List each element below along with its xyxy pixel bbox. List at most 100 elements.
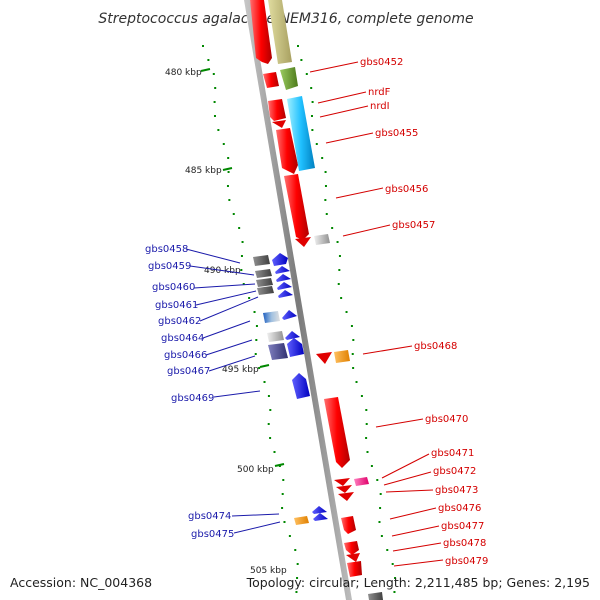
gene-gbs0478[interactable]: [346, 553, 360, 562]
label-gbs0462[interactable]: gbs0462: [158, 316, 201, 327]
label-gbs0455[interactable]: gbs0455: [375, 128, 418, 139]
gene-gbs0476[interactable]: [341, 516, 356, 534]
gc-dot: [288, 535, 291, 537]
gene-gbs0460[interactable]: [256, 278, 273, 287]
label-nrdI[interactable]: nrdI: [370, 101, 390, 112]
gene-gbs0475[interactable]: [294, 516, 309, 525]
gc-dot: [376, 479, 379, 481]
gene-gbs0473[interactable]: [338, 492, 354, 501]
label-gbs0460[interactable]: gbs0460: [152, 282, 195, 293]
label-gbs0459[interactable]: gbs0459: [148, 261, 191, 272]
gene-gbs0472[interactable]: [336, 485, 352, 493]
label-gbs0478[interactable]: gbs0478: [443, 538, 486, 549]
gene-gbs0457-arrow[interactable]: [295, 237, 311, 247]
gc-dot: [281, 507, 284, 509]
gene-gbs0464[interactable]: [263, 311, 280, 323]
gc-dot: [240, 269, 243, 271]
label-gbs0468[interactable]: gbs0468: [414, 341, 457, 352]
label-gbs0469[interactable]: gbs0469: [171, 393, 214, 404]
label-gbs0473[interactable]: gbs0473: [435, 485, 478, 496]
gene-olive[interactable]: [268, 0, 292, 64]
gene-gbs0466-arrow[interactable]: [285, 331, 300, 340]
gc-dot: [283, 521, 286, 523]
gene-gbs0452[interactable]: [280, 67, 298, 90]
gene-gbs0456[interactable]: [284, 174, 309, 240]
label-gbs0464[interactable]: gbs0464: [161, 333, 204, 344]
label-gbs0456[interactable]: gbs0456: [385, 184, 428, 195]
label-gbs0466[interactable]: gbs0466: [164, 350, 207, 361]
gc-dot: [240, 255, 243, 257]
gc-dot: [311, 129, 314, 131]
gene-gbs0459[interactable]: [255, 269, 272, 278]
tick-505: 505 kbp: [250, 566, 287, 576]
gc-dot: [217, 129, 220, 131]
label-gbs0474[interactable]: gbs0474: [188, 511, 231, 522]
gene-cyan[interactable]: [287, 96, 315, 171]
gc-dot: [370, 465, 373, 467]
gene-bottom-dark[interactable]: [368, 592, 383, 600]
gene-gbs0455-red[interactable]: [276, 128, 298, 174]
gene-gbs0464-arrow[interactable]: [282, 310, 297, 320]
gene-gbs0466[interactable]: [267, 331, 284, 342]
gene-gbs0471[interactable]: [334, 478, 350, 486]
gc-dot: [365, 437, 368, 439]
gene-pink[interactable]: [354, 477, 369, 486]
label-gbs0457[interactable]: gbs0457: [392, 220, 435, 231]
label-gbs0470[interactable]: gbs0470: [425, 414, 468, 425]
gc-dot: [300, 59, 303, 61]
gene-gbs0474b[interactable]: [313, 513, 328, 521]
gene-top-red[interactable]: [250, 0, 272, 64]
gc-dot: [227, 171, 230, 173]
gene-gbs0474[interactable]: [312, 506, 327, 514]
genome-backbone: [244, 0, 352, 600]
right-labels: gbs0452 nrdF nrdI gbs0455 gbs0456 gbs045…: [309, 57, 488, 567]
gc-dot: [253, 311, 256, 313]
gene-blue-arrow-1[interactable]: [272, 253, 288, 266]
label-gbs0461[interactable]: gbs0461: [155, 300, 198, 311]
gc-dot: [393, 591, 396, 593]
gene-red-0452[interactable]: [263, 72, 279, 88]
summary-text: Topology: circular; Length: 2,211,485 bp…: [246, 575, 590, 590]
label-gbs0472[interactable]: gbs0472: [433, 466, 476, 477]
gc-dot: [365, 423, 368, 425]
label-gbs0479[interactable]: gbs0479: [445, 556, 488, 567]
gc-dot: [379, 507, 382, 509]
gc-dot: [380, 535, 383, 537]
gc-dot: [278, 465, 281, 467]
gene-gbs0458[interactable]: [253, 255, 270, 266]
gene-gbs0467[interactable]: [268, 343, 288, 360]
gene-gbs0467-arrow[interactable]: [287, 338, 304, 357]
label-gbs0467[interactable]: gbs0467: [167, 366, 210, 377]
gc-dot: [248, 297, 251, 299]
gene-gbs0477[interactable]: [344, 541, 359, 555]
label-nrdF[interactable]: nrdF: [368, 87, 391, 98]
gc-dot: [321, 157, 324, 159]
gene-nrdi-arrow[interactable]: [272, 120, 286, 128]
gene-blue-arrow-3[interactable]: [276, 274, 291, 282]
gene-blue-arrow-5[interactable]: [278, 290, 293, 298]
gc-dot: [324, 199, 327, 201]
label-gbs0477[interactable]: gbs0477: [441, 521, 484, 532]
tick-label-480: 480 kbp: [165, 68, 202, 78]
gene-gbs0468-arrow[interactable]: [316, 352, 332, 364]
label-gbs0476[interactable]: gbs0476: [438, 503, 481, 514]
label-gbs0475[interactable]: gbs0475: [191, 529, 234, 540]
gc-dot: [232, 213, 235, 215]
gene-gbs0457-gray[interactable]: [314, 234, 330, 245]
gc-dot: [350, 325, 353, 327]
gene-gbs0469[interactable]: [292, 373, 310, 399]
gene-gbs0479[interactable]: [347, 561, 362, 577]
gene-gbs0461[interactable]: [257, 286, 274, 295]
gene-gbs0470[interactable]: [324, 397, 350, 468]
gc-dot: [228, 199, 231, 201]
gene-blue-arrow-4[interactable]: [277, 282, 292, 290]
label-gbs0471[interactable]: gbs0471: [431, 448, 474, 459]
gc-dot: [213, 101, 216, 103]
gc-dot: [379, 493, 382, 495]
gene-blue-arrow-2[interactable]: [275, 266, 290, 274]
label-gbs0452[interactable]: gbs0452: [360, 57, 403, 68]
gene-nrdf-block[interactable]: [268, 99, 286, 121]
gc-dot: [352, 339, 355, 341]
label-gbs0458[interactable]: gbs0458: [145, 244, 188, 255]
gene-gbs0468[interactable]: [334, 350, 350, 363]
